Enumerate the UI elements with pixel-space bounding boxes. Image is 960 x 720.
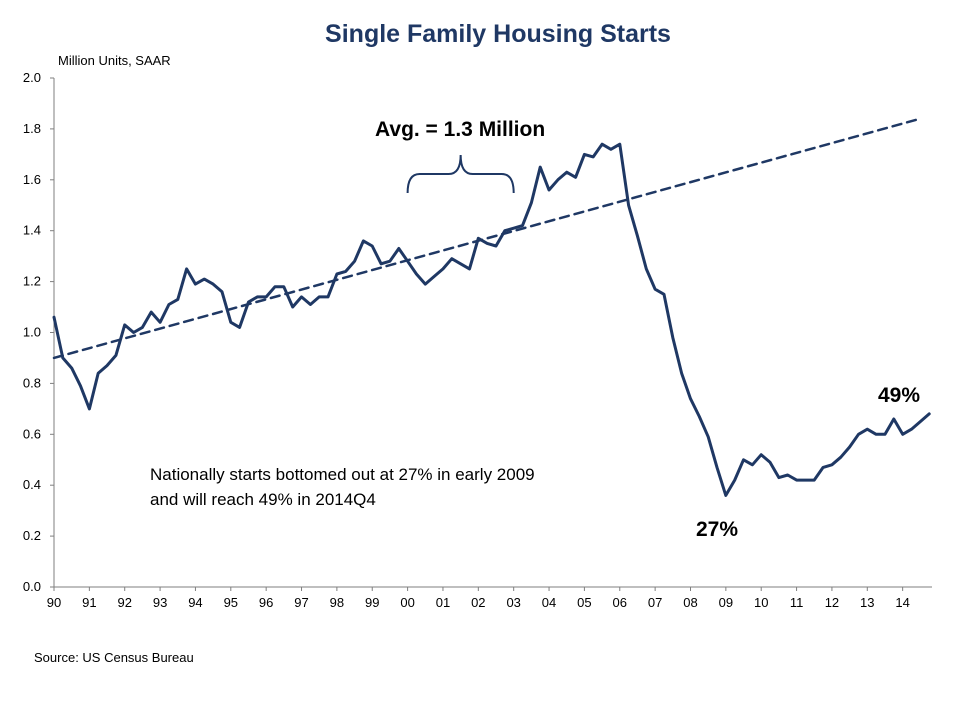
x-tick-label: 10 [754, 595, 768, 610]
annotation-note-line-1: Nationally starts bottomed out at 27% in… [150, 465, 535, 484]
x-tick-label: 01 [436, 595, 450, 610]
curly-brace [406, 154, 515, 194]
trend-line [52, 117, 922, 360]
x-tick-label: 97 [294, 595, 308, 610]
y-tick-label: 0.2 [23, 528, 41, 543]
x-tick-label: 04 [542, 595, 556, 610]
x-tick-label: 00 [400, 595, 414, 610]
y-tick-label: 1.8 [23, 121, 41, 136]
x-tick-label: 07 [648, 595, 662, 610]
x-tick-label: 08 [683, 595, 697, 610]
x-tick-label: 06 [613, 595, 627, 610]
chart-title: Single Family Housing Starts [325, 20, 671, 48]
axes-group [50, 77, 932, 591]
x-tick-label: 03 [506, 595, 520, 610]
source-note: Source: US Census Bureau [34, 650, 194, 665]
y-tick-label: 1.4 [23, 223, 41, 238]
housing-starts-line [52, 142, 931, 497]
x-tick-label: 99 [365, 595, 379, 610]
y-tick-label: 0.6 [23, 426, 41, 441]
x-tick-label: 13 [860, 595, 874, 610]
y-tick-label: 0.8 [23, 375, 41, 390]
x-tick-label: 92 [117, 595, 131, 610]
x-tick-label: 11 [790, 595, 804, 610]
y-tick-label: 1.2 [23, 274, 41, 289]
annotation-low-percent: 27% [696, 518, 738, 541]
x-tick-label: 95 [224, 595, 238, 610]
tick-labels-group: 0.0 0.2 0.4 0.6 0.8 1.0 1.2 1.4 1.6 1.8 2.0 90 91 92 9… [23, 70, 910, 610]
series-group [52, 117, 931, 497]
x-tick-label: 14 [895, 595, 909, 610]
x-tick-label: 90 [47, 595, 61, 610]
x-tick-label: 91 [82, 595, 96, 610]
annotation-high-percent: 49% [878, 384, 920, 407]
y-tick-label: 1.6 [23, 172, 41, 187]
annotation-average: Avg. = 1.3 Million [375, 118, 545, 141]
x-tick-label: 05 [577, 595, 591, 610]
x-tick-label: 09 [719, 595, 733, 610]
x-tick-label: 94 [188, 595, 202, 610]
average-bracket [406, 154, 515, 194]
y-tick-label: 1.0 [23, 325, 41, 340]
x-tick-label: 02 [471, 595, 485, 610]
x-tick-label: 96 [259, 595, 273, 610]
x-tick-label: 98 [330, 595, 344, 610]
y-tick-label: 0.4 [23, 477, 41, 492]
x-tick-label: 12 [825, 595, 839, 610]
annotation-note-line-2: and will reach 49% in 2014Q4 [150, 490, 376, 509]
y-tick-label: 2.0 [23, 70, 41, 85]
x-tick-label: 93 [153, 595, 167, 610]
y-axis-unit-label: Million Units, SAAR [58, 53, 171, 68]
y-tick-label: 0.0 [23, 579, 41, 594]
